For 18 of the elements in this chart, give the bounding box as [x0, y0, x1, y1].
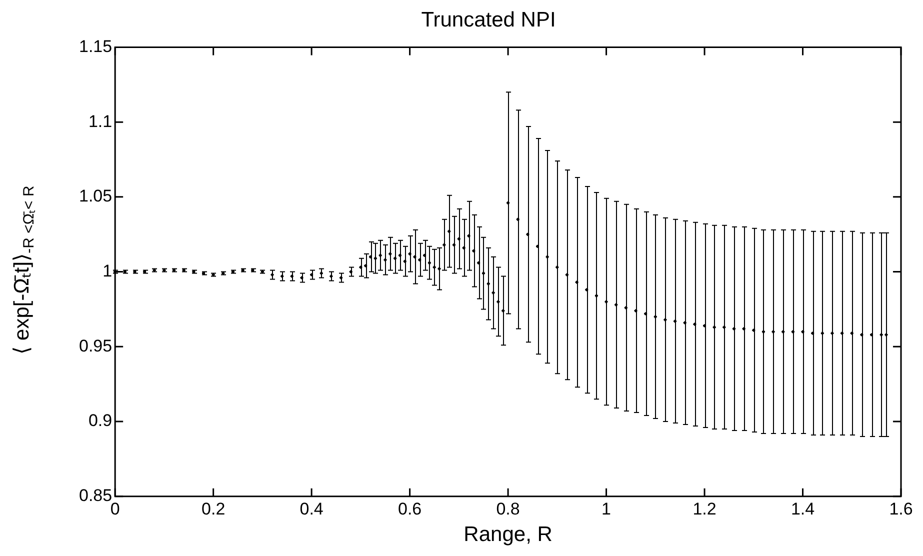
x-tick-label: 0.6 — [398, 499, 422, 518]
x-tick-label: 1.6 — [889, 499, 913, 518]
x-tick-label: 0.8 — [496, 499, 520, 518]
x-tick-label: 0 — [110, 499, 120, 518]
chart-title: Truncated NPI — [421, 8, 556, 32]
x-tick-label: 1 — [602, 499, 612, 518]
y-tick-label: 1.15 — [78, 36, 112, 56]
x-tick-label: 0.2 — [202, 499, 226, 518]
y-tick-label: 0.9 — [88, 411, 112, 430]
x-axis-title: Range, R — [464, 523, 552, 546]
y-tick-label: 1 — [102, 261, 112, 280]
x-tick-label: 0.4 — [300, 499, 324, 518]
x-tick-label: 1.4 — [790, 499, 815, 518]
y-tick-label: 0.95 — [78, 336, 112, 356]
y-tick-label: 0.85 — [78, 486, 112, 506]
y-tick-label: 1.05 — [78, 186, 112, 206]
y-tick-label: 1.1 — [88, 112, 112, 131]
x-tick-label: 1.2 — [692, 499, 716, 518]
